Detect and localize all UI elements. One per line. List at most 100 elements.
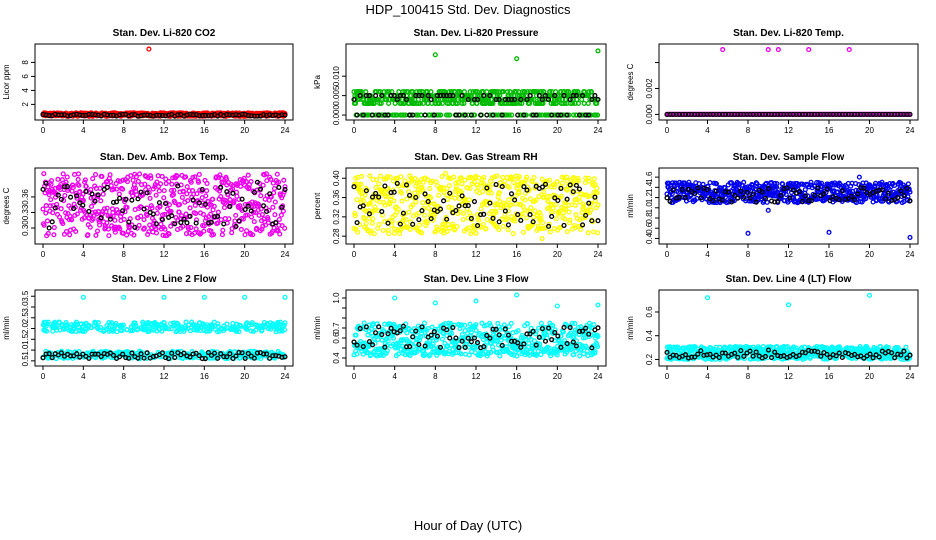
data-point — [564, 229, 570, 235]
data-point — [258, 193, 264, 199]
data-point — [381, 89, 387, 95]
y-tick-label: 0.4 — [645, 232, 654, 244]
data-point — [64, 322, 70, 328]
data-point — [71, 171, 78, 178]
reference-point — [208, 219, 215, 225]
data-point — [520, 229, 527, 235]
data-point — [594, 190, 600, 196]
data-point — [137, 171, 143, 177]
reference-point — [64, 184, 71, 190]
data-point — [40, 206, 46, 212]
reference-point — [58, 196, 64, 202]
reference-point — [468, 215, 474, 222]
data-point — [188, 224, 194, 231]
reference-point — [855, 191, 861, 197]
data-point — [166, 326, 172, 332]
data-point — [537, 210, 543, 216]
data-point — [107, 179, 114, 185]
x-tick-label: 20 — [240, 126, 249, 135]
outlier-point — [775, 47, 781, 53]
reference-point — [58, 350, 64, 356]
reference-point — [527, 93, 533, 99]
data-point — [104, 220, 110, 226]
reference-point — [394, 96, 400, 103]
data-point — [62, 192, 68, 199]
data-point — [146, 189, 152, 195]
reference-point — [279, 112, 285, 118]
data-point — [433, 179, 439, 185]
reference-point — [567, 96, 573, 103]
data-point — [728, 180, 735, 186]
reference-point — [150, 211, 156, 217]
x-tick-label: 12 — [472, 372, 481, 381]
data-point — [493, 112, 499, 118]
data-point — [280, 208, 286, 214]
x-tick-label: 24 — [594, 250, 603, 259]
data-point — [218, 194, 224, 200]
data-point — [133, 323, 139, 329]
x-tick-label: 12 — [784, 250, 793, 259]
data-point — [215, 209, 221, 215]
reference-point — [790, 187, 796, 193]
data-point — [166, 202, 173, 208]
reference-point — [248, 208, 254, 214]
data-point — [713, 181, 720, 187]
data-point — [272, 199, 278, 205]
data-point — [505, 208, 511, 214]
reference-point — [388, 93, 394, 99]
data-point — [109, 206, 116, 212]
data-point — [402, 178, 408, 184]
data-point — [579, 210, 585, 216]
data-point — [421, 212, 428, 218]
reference-point — [251, 355, 257, 361]
data-point — [242, 232, 248, 238]
reference-point — [89, 351, 95, 357]
data-point — [249, 320, 255, 326]
data-point — [57, 327, 63, 333]
reference-point — [428, 96, 434, 103]
plot-frame — [658, 43, 919, 121]
data-point — [550, 205, 556, 211]
data-point — [146, 229, 152, 235]
data-point — [506, 112, 512, 118]
reference-point — [546, 96, 552, 103]
reference-point — [710, 197, 716, 204]
reference-point — [725, 189, 732, 195]
data-point — [780, 181, 786, 187]
data-point — [763, 180, 769, 186]
data-point — [256, 202, 262, 208]
reference-point — [805, 198, 812, 204]
reference-point — [391, 189, 397, 195]
reference-point — [141, 355, 147, 361]
reference-point — [181, 350, 187, 356]
data-point — [905, 194, 911, 200]
reference-point — [778, 111, 784, 117]
reference-point — [505, 222, 511, 228]
outlier-point — [80, 294, 86, 300]
reference-point — [360, 112, 366, 118]
data-point — [420, 200, 426, 206]
x-tick-label: 4 — [392, 372, 397, 381]
data-point — [473, 230, 479, 236]
reference-point — [787, 111, 793, 117]
reference-point — [403, 96, 410, 103]
data-point — [122, 209, 128, 215]
reference-point — [416, 217, 422, 223]
reference-point — [809, 111, 815, 117]
reference-point — [713, 111, 719, 117]
reference-point — [799, 111, 805, 117]
data-point — [445, 196, 451, 202]
data-point — [124, 204, 130, 211]
reference-point — [802, 111, 808, 117]
reference-point — [589, 96, 595, 103]
data-point — [564, 174, 570, 180]
data-point — [398, 226, 404, 232]
y-axis-label: degrees C — [2, 187, 11, 224]
reference-point — [175, 112, 181, 118]
x-tick-label: 4 — [81, 250, 86, 259]
reference-point — [689, 111, 695, 117]
reference-point — [471, 198, 478, 205]
data-point — [700, 181, 706, 187]
reference-point — [762, 195, 768, 202]
